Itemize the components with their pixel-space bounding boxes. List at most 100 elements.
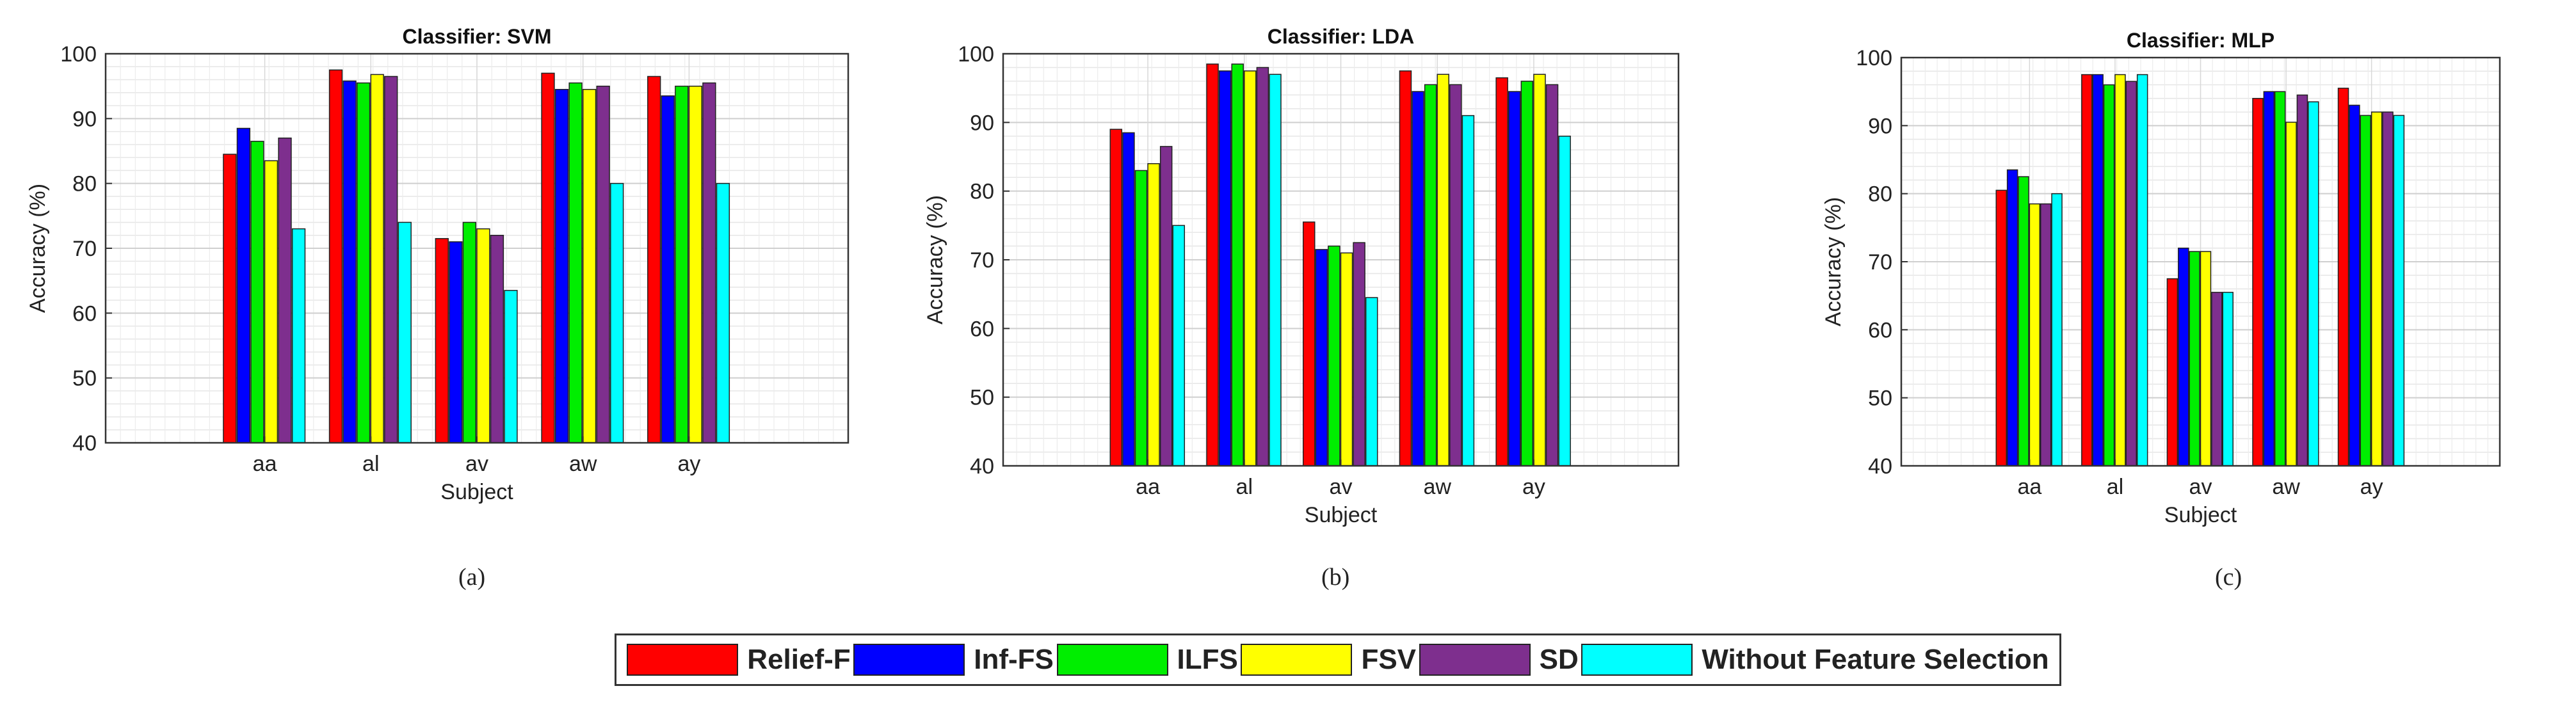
legend-swatch-sd	[1419, 644, 1531, 676]
bar-inf-fs-av	[449, 241, 463, 443]
bar-sd-al	[1256, 67, 1269, 466]
caption-c: (c)	[2215, 564, 2242, 591]
bar-ilfs-ay	[675, 85, 689, 443]
bar-without-feature-selection-aa	[1172, 225, 1186, 466]
legend-swatch-fsv	[1241, 644, 1353, 676]
y-tick-label: 80	[1868, 182, 1892, 207]
legend-item-relief-f: Relief-F	[627, 644, 851, 676]
bar-sd-av	[1353, 242, 1365, 466]
legend-item-without-feature-selection: Without Feature Selection	[1581, 644, 2049, 676]
bar-relief-f-ay	[1495, 77, 1508, 466]
bar-without-feature-selection-aa	[291, 228, 306, 443]
bar-fsv-av	[1340, 252, 1353, 466]
bar-without-feature-selection-ay	[2393, 115, 2405, 466]
bar-without-feature-selection-av	[2222, 292, 2234, 466]
bar-fsv-al	[1244, 70, 1257, 466]
bar-relief-f-av	[435, 238, 449, 443]
legend-item-inf-fs: Inf-FS	[853, 644, 1054, 676]
bar-without-feature-selection-aw	[2308, 101, 2319, 466]
x-tick-label: av	[465, 452, 488, 476]
legend-label-sd: SD	[1539, 644, 1579, 675]
legend-label-ilfs: ILFS	[1177, 644, 1238, 675]
bar-fsv-av	[2200, 251, 2212, 466]
y-tick-label: 50	[72, 367, 97, 391]
bar-without-feature-selection-ay	[716, 182, 730, 443]
bar-relief-f-aw	[541, 72, 555, 443]
legend: Relief-F Inf-FS ILFS FSV SD Without Feat…	[615, 633, 2061, 686]
bar-fsv-aw	[2285, 122, 2297, 466]
y-tick-label: 60	[970, 317, 994, 341]
chart-panel-1: 40 50 60 70 80 90 100 aa al av aw ay Classifier: SVM…	[26, 25, 849, 504]
x-tick-label: av	[1330, 475, 1353, 499]
chart-panel-3: 40 50 60 70 80 90 100 aa al av aw ay Classifier: MLP…	[1821, 29, 2501, 527]
bar-relief-f-aw	[1399, 70, 1412, 466]
bar-ilfs-aa	[2018, 176, 2029, 466]
bar-relief-f-al	[328, 69, 343, 443]
bar-ilfs-aa	[1134, 170, 1148, 466]
x-axis-label: Subject	[1305, 503, 1378, 527]
bar-ilfs-av	[462, 221, 477, 443]
bar-sd-aa	[1159, 146, 1173, 466]
bar-fsv-aa	[1147, 163, 1160, 466]
bar-without-feature-selection-av	[1365, 297, 1378, 466]
bar-fsv-aw	[582, 88, 597, 443]
y-tick-label: 90	[970, 111, 994, 135]
bar-sd-ay	[1545, 84, 1559, 466]
legend-label-relief-f: Relief-F	[747, 644, 851, 675]
bar-ilfs-aw	[1424, 84, 1437, 466]
bar-sd-aa	[2040, 203, 2052, 466]
bar-sd-aw	[1449, 84, 1462, 466]
bar-inf-fs-aa	[1122, 132, 1135, 466]
bar-relief-f-av	[1302, 221, 1316, 466]
legend-swatch-relief-f	[627, 644, 739, 676]
chart-title: Classifier: SVM	[403, 25, 552, 48]
bar-relief-f-ay	[2337, 88, 2349, 466]
bar-without-feature-selection-aw	[610, 182, 624, 443]
bar-inf-fs-al	[342, 80, 357, 443]
bar-inf-fs-al	[2092, 74, 2104, 466]
bar-inf-fs-aa	[236, 127, 251, 443]
y-axis-label: Accuracy (%)	[923, 195, 947, 324]
x-tick-label: aa	[253, 452, 277, 476]
bar-fsv-av	[476, 228, 490, 443]
bar-inf-fs-av	[1315, 249, 1328, 466]
bar-inf-fs-ay	[1508, 91, 1521, 466]
bar-without-feature-selection-ay	[1558, 136, 1571, 466]
legend-item-sd: SD	[1419, 644, 1579, 676]
legend-label-inf-fs: Inf-FS	[974, 644, 1054, 675]
x-tick-label: al	[1236, 475, 1253, 499]
bar-fsv-al	[2114, 74, 2126, 466]
y-tick-label: 50	[970, 386, 994, 410]
chart-title: Classifier: MLP	[2127, 29, 2274, 52]
bar-inf-fs-av	[2178, 247, 2189, 466]
bar-fsv-ay	[688, 85, 702, 443]
bar-sd-av	[490, 234, 504, 443]
bar-without-feature-selection-al	[2136, 74, 2148, 466]
y-tick-label: 70	[970, 248, 994, 273]
legend-swatch-inf-fs	[853, 644, 965, 676]
y-tick-label: 90	[1868, 114, 1892, 138]
bar-inf-fs-ay	[2349, 104, 2360, 466]
x-tick-label: av	[2189, 475, 2212, 499]
bar-relief-f-aa	[1995, 189, 2007, 466]
y-tick-label: 60	[1868, 318, 1892, 342]
bar-relief-f-al	[1206, 63, 1219, 466]
bar-sd-al	[384, 76, 398, 443]
y-tick-label: 90	[72, 107, 97, 131]
bar-fsv-aw	[1437, 74, 1449, 466]
x-axis-label: Subject	[440, 480, 513, 504]
bar-inf-fs-aw	[1412, 91, 1424, 466]
x-tick-label: aw	[2272, 475, 2300, 499]
legend-swatch-without-feature-selection	[1581, 644, 1693, 676]
x-tick-label: aa	[2017, 475, 2041, 499]
x-tick-label: al	[362, 452, 379, 476]
bar-fsv-al	[370, 74, 384, 443]
bar-relief-f-ay	[647, 76, 661, 443]
bar-ilfs-av	[1328, 245, 1340, 466]
bar-ilfs-aw	[568, 82, 583, 443]
bar-inf-fs-aw	[2263, 91, 2275, 466]
x-tick-label: ay	[2360, 475, 2383, 499]
bar-sd-av	[2211, 292, 2223, 466]
x-tick-label: al	[2107, 475, 2123, 499]
